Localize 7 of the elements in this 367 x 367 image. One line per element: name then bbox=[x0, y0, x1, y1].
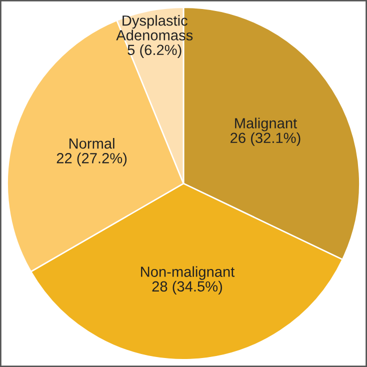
data-label: 28 (34.5%) bbox=[152, 280, 222, 294]
data-label: 26 (32.1%) bbox=[230, 132, 300, 146]
data-label: 22 (27.2%) bbox=[56, 152, 127, 166]
slice-label: Malignant bbox=[235, 118, 298, 132]
slice-label: Non-malignant bbox=[141, 266, 235, 280]
data-label: 5 (6.2%) bbox=[128, 44, 182, 58]
slice-label: Normal bbox=[69, 138, 114, 149]
